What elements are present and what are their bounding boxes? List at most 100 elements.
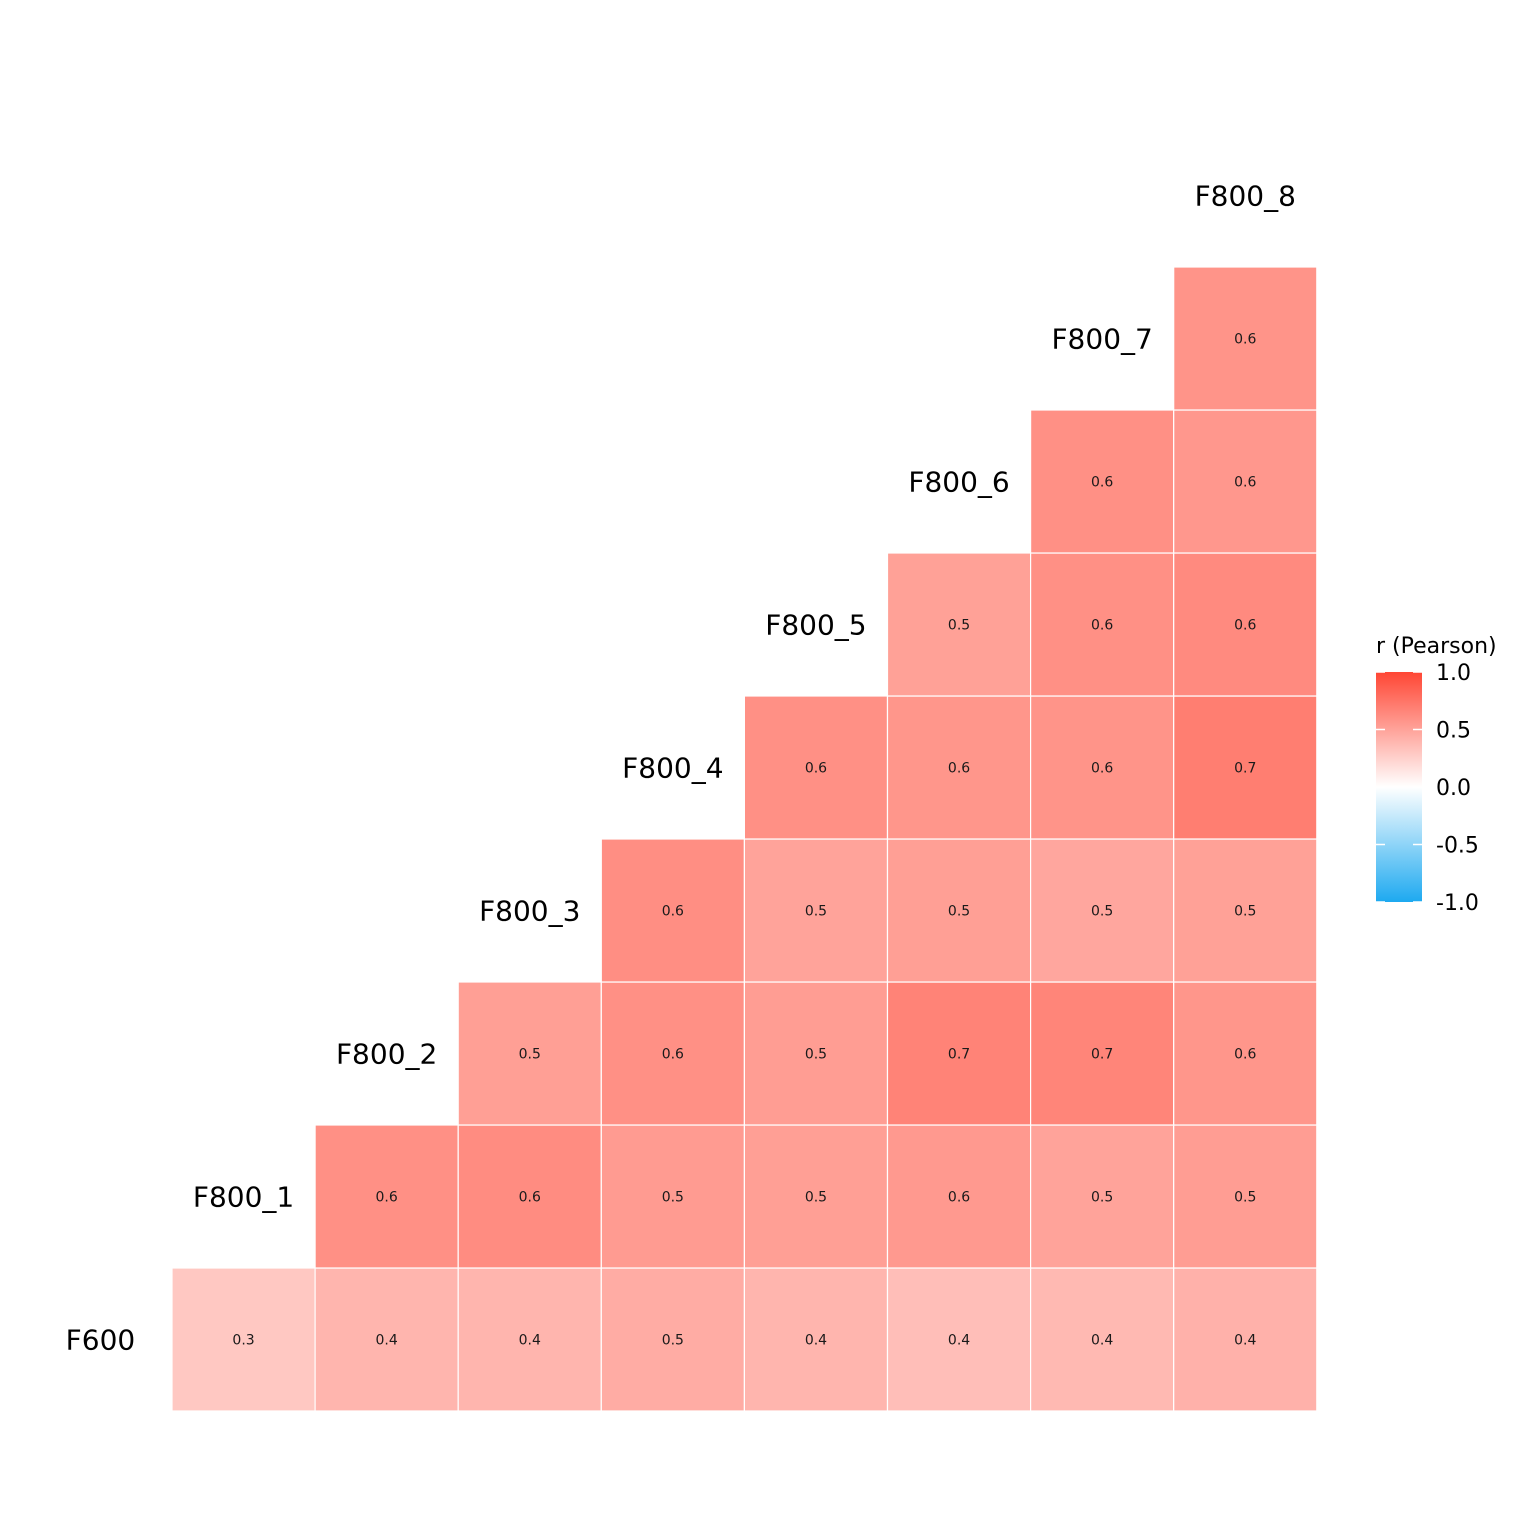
heatmap-cell: 0.6	[1173, 409, 1318, 554]
cell-value-label: 0.3	[232, 1333, 254, 1349]
heatmap-cell: 0.4	[1029, 1267, 1175, 1412]
heatmap-cell: 0.6	[1173, 552, 1318, 697]
cell-value-label: 0.4	[948, 1333, 970, 1349]
cell-value-label: 0.6	[662, 1047, 684, 1063]
heatmap-cell: 0.5	[743, 1124, 889, 1269]
heatmap-cell: 0.6	[1029, 695, 1175, 840]
legend-title: r (Pearson)	[1376, 634, 1497, 659]
heatmap-cell-tile	[743, 1267, 889, 1412]
heatmap-cell-tile	[457, 981, 602, 1126]
cell-value-label: 0.7	[948, 1047, 970, 1063]
cell-value-label: 0.6	[662, 904, 684, 920]
cell-value-label: 0.5	[662, 1190, 684, 1206]
heatmap-cell: 0.6	[457, 1124, 602, 1269]
heatmap-cell: 0.6	[1029, 552, 1175, 697]
heatmap-cell: 0.4	[743, 1267, 889, 1412]
heatmap-cell: 0.5	[886, 838, 1032, 983]
heatmap-cell: 0.7	[1173, 695, 1318, 840]
legend-tick-label: -1.0	[1436, 891, 1479, 916]
heatmap-cell-tile	[600, 1267, 745, 1412]
variable-label: F600	[66, 1324, 136, 1357]
variable-label: F800_3	[479, 895, 580, 928]
heatmap-cell-tile	[1029, 838, 1175, 983]
heatmap-cell: 0.6	[600, 838, 745, 983]
heatmap-cell-tile	[886, 552, 1032, 697]
cell-value-label: 0.6	[948, 761, 970, 777]
heatmap-cell-tile	[1029, 981, 1175, 1126]
cell-value-label: 0.6	[1091, 761, 1113, 777]
legend-ticks: 1.0 0.5 0.0 -0.5 -1.0	[1376, 661, 1479, 916]
heatmap-cell-tile	[314, 1124, 459, 1269]
legend-tick: 1.0	[1376, 661, 1471, 686]
heatmap-cell-tile	[314, 1267, 459, 1412]
heatmap-cell: 0.3	[171, 1267, 316, 1412]
cell-value-label: 0.5	[805, 1190, 827, 1206]
heatmap-cell-tile	[1173, 838, 1318, 983]
variable-label: F800_7	[1051, 323, 1152, 356]
heatmap-cell-tile	[886, 981, 1032, 1126]
cell-value-label: 0.6	[948, 1190, 970, 1206]
cell-value-label: 0.6	[519, 1190, 541, 1206]
heatmap-cell: 0.4	[886, 1267, 1032, 1412]
heatmap-cell: 0.5	[743, 981, 889, 1126]
cell-value-label: 0.5	[1234, 1190, 1256, 1206]
variable-label: F800_4	[622, 752, 723, 785]
cell-value-label: 0.5	[805, 1047, 827, 1063]
heatmap-cell: 0.5	[600, 1267, 745, 1412]
heatmap-cell: 0.6	[1173, 266, 1318, 411]
heatmap-cell: 0.5	[743, 838, 889, 983]
cell-value-label: 0.6	[1234, 618, 1256, 634]
heatmap-cell-tile	[600, 838, 745, 983]
heatmap-cell-tile	[171, 1267, 316, 1412]
heatmap-cell-tile	[886, 1124, 1032, 1269]
heatmap-cell-tile	[743, 838, 889, 983]
color-legend: r (Pearson) 1.0 0.5 0.0 -0.5 -1.0	[1376, 634, 1497, 916]
legend-tick-label: 0.0	[1436, 776, 1471, 801]
legend-tick: -1.0	[1376, 891, 1479, 916]
cell-value-label: 0.4	[1234, 1333, 1256, 1349]
heatmap-cell: 0.6	[1029, 409, 1175, 554]
cell-value-label: 0.5	[948, 618, 970, 634]
variable-label: F800_6	[908, 466, 1009, 499]
heatmap-cell-tile	[1173, 981, 1318, 1126]
heatmap-cell-tile	[1173, 1124, 1318, 1269]
legend-tick: -0.5	[1376, 834, 1479, 859]
heatmap-cell: 0.4	[457, 1267, 602, 1412]
heatmap-cell: 0.6	[743, 695, 889, 840]
legend-tick-label: 0.5	[1436, 719, 1471, 744]
cell-value-label: 0.4	[1091, 1333, 1113, 1349]
heatmap-cell: 0.6	[1173, 981, 1318, 1126]
variable-label: F800_8	[1195, 180, 1296, 213]
heatmap-cell-tile	[1029, 409, 1175, 554]
cell-value-label: 0.6	[1234, 1047, 1256, 1063]
cell-value-label: 0.7	[1234, 761, 1256, 777]
heatmap-cell: 0.5	[457, 981, 602, 1126]
heatmap-cell: 0.5	[600, 1124, 745, 1269]
heatmap-cell: 0.5	[1029, 1124, 1175, 1269]
heatmap-cell-tile	[600, 981, 745, 1126]
cell-value-label: 0.4	[519, 1333, 541, 1349]
cell-value-label: 0.5	[1091, 904, 1113, 920]
heatmap-cell: 0.7	[1029, 981, 1175, 1126]
cell-value-label: 0.6	[1234, 475, 1256, 491]
heatmap-cell-tile	[886, 695, 1032, 840]
legend-tick: 0.5	[1376, 719, 1471, 744]
heatmap-cell-tile	[1173, 695, 1318, 840]
cell-value-label: 0.4	[805, 1333, 827, 1349]
heatmap-cell: 0.7	[886, 981, 1032, 1126]
heatmap-cell: 0.6	[886, 1124, 1032, 1269]
variable-label: F800_2	[336, 1038, 437, 1071]
legend-tick: 0.0	[1376, 776, 1471, 801]
heatmap-cell: 0.6	[886, 695, 1032, 840]
heatmap-cell-tile	[1173, 409, 1318, 554]
heatmap-cell-tile	[1029, 695, 1175, 840]
cell-value-label: 0.7	[1091, 1047, 1113, 1063]
variable-label: F800_5	[765, 609, 866, 642]
cell-value-label: 0.6	[805, 761, 827, 777]
heatmap-cells: 0.3 0.4 0.4 0.5 0.4 0.4 0.4 0.4 0.6 0.6 0.5 0.5 0.6 0…	[171, 266, 1318, 1412]
cell-value-label: 0.5	[662, 1333, 684, 1349]
cell-value-label: 0.5	[948, 904, 970, 920]
heatmap-cell: 0.5	[1173, 1124, 1318, 1269]
cell-value-label: 0.6	[1091, 618, 1113, 634]
